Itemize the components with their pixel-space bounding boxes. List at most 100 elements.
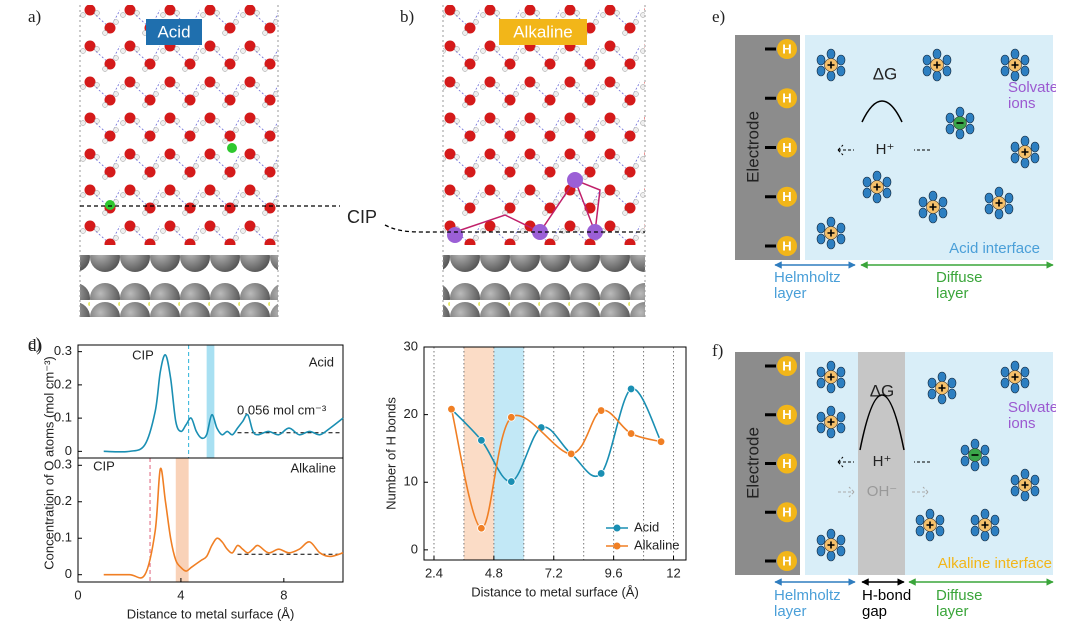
point — [656, 437, 666, 446]
sites: H H H H H — [765, 356, 797, 571]
y-tick-label: 0.3 — [54, 343, 72, 358]
arrow — [837, 144, 930, 156]
barrier: ΔG — [870, 381, 895, 400]
helmholtz-label: Helmholtz layer — [774, 588, 841, 620]
band — [206, 345, 215, 458]
barrier-curve — [859, 394, 905, 451]
chart: d) 0 10 20 30 2.4 4.8 7.2 9.6 12 Distance to metal… — [28, 336, 687, 599]
site-label: H — [782, 407, 791, 422]
panel-label: b) — [400, 7, 414, 26]
x-tick-label: 12 — [666, 565, 680, 580]
point — [507, 477, 516, 486]
annotation: Alkaline — [290, 460, 336, 475]
site — [777, 356, 797, 376]
arrow — [837, 456, 930, 468]
gap-box: H-bond gap — [862, 588, 912, 620]
legend-marker — [613, 524, 621, 532]
site-label: H — [782, 358, 791, 373]
interface-label: Alkaline interface — [938, 555, 1052, 572]
point — [507, 413, 516, 422]
hydroxide: OH⁻ — [867, 483, 897, 500]
y-tick-label: 0 — [65, 566, 72, 581]
x-axis-label: Distance to metal surface (Å) — [127, 606, 295, 621]
diffuse-label: Diffuse layer — [936, 588, 983, 620]
helmholtz-box: Helmholtz layer — [774, 270, 841, 302]
y-tick-label: 0.1 — [54, 410, 72, 425]
diffuse-label: Diffuse layer — [936, 270, 983, 302]
y-tick-label: 0.2 — [54, 376, 72, 391]
x-tick-label: 4.8 — [485, 565, 503, 580]
point — [477, 436, 486, 445]
site-label: H — [782, 456, 791, 471]
site — [777, 186, 797, 207]
sites: H H H H H — [765, 39, 797, 256]
diffuse-box: Diffuse layer — [936, 270, 983, 302]
cip-line — [80, 205, 645, 233]
interface-label: Acid interface — [949, 240, 1040, 257]
legend-label: Acid — [634, 519, 659, 534]
site-label: H — [782, 553, 791, 568]
y-tick-label: 0 — [411, 541, 418, 556]
site — [777, 404, 797, 425]
site-label: H — [782, 505, 791, 520]
line — [103, 467, 344, 579]
legend-marker — [613, 542, 621, 550]
site-label: H — [782, 91, 791, 106]
y-tick-label: 10 — [404, 474, 418, 489]
metal-slab — [80, 255, 278, 317]
point — [596, 406, 606, 415]
annotation: CIP — [132, 347, 154, 362]
cip-label: CIP — [347, 207, 377, 227]
proton: H⁺ — [873, 453, 892, 470]
ions-label-box: Solvated ions — [1008, 400, 1056, 432]
tag: Alkaline — [513, 22, 573, 41]
metal-slab — [443, 255, 645, 317]
arrow — [838, 486, 929, 498]
point — [537, 423, 546, 432]
y-tick-label: 30 — [404, 338, 418, 353]
diffuse-box: Diffuse layer — [936, 588, 983, 620]
site-label: H — [782, 238, 791, 253]
legend-label: Alkaline — [634, 537, 680, 552]
x-tick-label: 8 — [280, 587, 287, 602]
site — [777, 137, 797, 158]
tag-box — [499, 19, 587, 45]
panel-label: f) — [712, 341, 723, 360]
annotation: Acid — [309, 354, 334, 369]
point — [447, 405, 456, 414]
ions-label: Solvated ions — [1008, 400, 1056, 432]
proton: H⁺ — [876, 141, 895, 158]
cation — [567, 172, 583, 188]
helmholtz-label: Helmholtz layer — [774, 270, 841, 302]
cation — [447, 227, 463, 243]
x-axis-label: Distance to metal surface (Å) — [471, 584, 639, 599]
site-label: H — [782, 41, 791, 56]
panel-label: d) — [28, 336, 42, 355]
site — [777, 39, 797, 59]
site — [777, 551, 797, 571]
x-tick-label: 4 — [177, 587, 184, 602]
x-tick-label: 7.2 — [545, 565, 563, 580]
ions-label-box: Solvated ions — [1008, 80, 1056, 112]
x-tick-label: 2.4 — [425, 565, 443, 580]
panel-label: c) — [28, 334, 41, 353]
site — [777, 88, 797, 109]
ion — [105, 200, 115, 210]
y-axis-label: Number of H bonds — [383, 397, 398, 510]
point — [626, 384, 636, 394]
point — [567, 449, 576, 459]
electrode-label: Electrode — [743, 427, 762, 499]
line — [103, 354, 344, 453]
ion — [227, 143, 237, 153]
h-bond-gap — [858, 352, 905, 575]
gap-label: H-bond gap — [862, 588, 912, 620]
chart: 0 0.1 0.2 0.3 0 4 8 Distance to metal surface (… — [54, 457, 344, 621]
y-tick-label: 0.1 — [54, 530, 72, 545]
plot-frame — [77, 457, 344, 583]
band — [175, 458, 189, 582]
site-label: H — [782, 140, 791, 155]
site — [777, 453, 797, 474]
y-tick-label: 0.2 — [54, 493, 72, 508]
